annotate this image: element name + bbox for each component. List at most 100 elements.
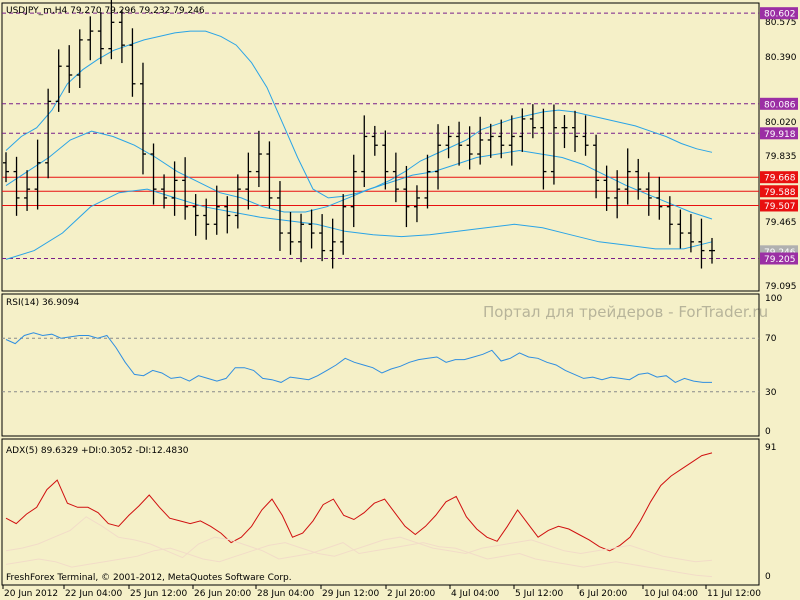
- price-label-text-7: 79.205: [764, 255, 796, 265]
- price-bar: [161, 174, 168, 209]
- copyright-text: FreshForex Terminal, © 2001-2012, MetaQu…: [6, 573, 292, 583]
- price-bar: [171, 161, 178, 216]
- price-bar: [550, 104, 557, 185]
- price-bar: [182, 157, 189, 220]
- x-tick-label: 25 Jun 12:00: [130, 589, 187, 599]
- price-label-text-1: 80.086: [764, 100, 796, 110]
- price-plot: [2, 0, 759, 269]
- adx-tick-label: 0: [765, 572, 771, 582]
- rsi-legend: RSI(14) 36.9094: [6, 298, 79, 308]
- x-tick-label: 6 Jul 20:00: [579, 589, 628, 599]
- price-bar: [319, 214, 326, 262]
- price-panel-frame: [1, 2, 760, 292]
- watermark-text: Портал для трейдеров - ForTrader.ru: [483, 303, 768, 321]
- price-bar: [677, 209, 684, 249]
- price-bar: [350, 154, 357, 228]
- price-bar: [139, 62, 146, 175]
- rsi-tick-label: 100: [765, 294, 782, 304]
- bollinger-line-2: [5, 188, 713, 260]
- adx-legend: ADX(5) 89.6329 +DI:0.3052 -DI:12.4830: [6, 446, 189, 456]
- price-bar: [392, 152, 399, 203]
- price-bar: [276, 181, 283, 251]
- price-bar: [340, 194, 347, 255]
- x-tick-label: 29 Jun 12:00: [322, 589, 379, 599]
- price-label-box-5: [760, 199, 798, 212]
- price-bar: [34, 139, 41, 210]
- axes: 80.57580.39080.02079.83579.46579.28079.0…: [2, 7, 798, 599]
- price-bar: [3, 152, 9, 183]
- price-bar: [666, 196, 673, 245]
- price-bar: [593, 134, 600, 199]
- price-bar: [213, 185, 220, 235]
- price-label-text-0: 80.602: [764, 10, 796, 20]
- price-tick-label: 80.020: [765, 118, 797, 128]
- price-bar: [224, 196, 231, 234]
- price-bar: [203, 198, 210, 240]
- price-bar: [382, 130, 389, 190]
- price-bar: [709, 237, 715, 264]
- price-bar: [298, 213, 305, 263]
- price-bar: [466, 126, 473, 170]
- x-tick-label: 11 Jul 12:00: [707, 589, 761, 599]
- price-bar: [87, 16, 94, 61]
- price-bar: [508, 115, 515, 166]
- price-bar: [656, 176, 663, 220]
- price-bar: [45, 88, 52, 179]
- rsi-panel-frame: [1, 293, 760, 437]
- price-tick-label: 79.465: [765, 218, 797, 228]
- price-bar: [192, 194, 199, 236]
- price-label-box-0: [760, 7, 798, 20]
- price-bar: [635, 158, 642, 200]
- price-bar: [129, 28, 136, 97]
- price-bar: [624, 148, 631, 205]
- price-label-text-3: 79.668: [764, 174, 796, 184]
- price-label-text-5: 79.507: [764, 202, 796, 212]
- x-tick-label: 20 Jun 2012: [4, 589, 58, 599]
- x-tick-label: 26 Jun 20:00: [194, 589, 251, 599]
- price-label-box-2: [760, 127, 798, 140]
- price-bar: [150, 143, 157, 205]
- price-bar: [540, 108, 547, 190]
- x-tick-label: 2 Jul 20:00: [387, 589, 436, 599]
- price-bar: [561, 115, 568, 149]
- rsi-line: [5, 332, 712, 383]
- price-bar: [361, 115, 368, 188]
- adx-line: [5, 452, 713, 552]
- price-bar: [413, 185, 420, 223]
- price-bar: [456, 121, 463, 166]
- adx-panel-frame: [1, 438, 760, 586]
- price-tick-label: 80.390: [765, 53, 797, 63]
- bollinger-line-0: [5, 30, 713, 199]
- price-bar: [519, 108, 526, 152]
- plus-di-line: [5, 516, 713, 578]
- price-label-box-4: [760, 185, 798, 198]
- price-bar: [529, 104, 536, 139]
- price-bar: [287, 211, 294, 255]
- price-bar: [66, 45, 73, 93]
- price-bar: [371, 125, 378, 156]
- rsi-tick-label: 0: [765, 427, 771, 437]
- price-bar: [487, 123, 494, 158]
- price-label-box-7: [760, 252, 798, 265]
- price-tick-label: 79.835: [765, 152, 797, 162]
- price-bar: [55, 49, 62, 112]
- price-bar: [687, 214, 694, 253]
- price-label-box-1: [760, 97, 798, 110]
- price-bar: [76, 29, 83, 88]
- price-bar: [582, 115, 589, 156]
- price-bar: [498, 119, 505, 159]
- x-tick-label: 28 Jun 04:00: [257, 589, 314, 599]
- price-bar: [572, 110, 579, 152]
- x-tick-label: 4 Jul 04:00: [451, 589, 500, 599]
- price-bar: [245, 152, 252, 210]
- rsi-tick-label: 70: [765, 334, 777, 344]
- price-tick-label: 79.095: [765, 282, 797, 292]
- price-bar: [614, 170, 621, 219]
- price-bar: [13, 156, 20, 216]
- price-bar: [108, 0, 115, 60]
- price-bar: [424, 154, 431, 209]
- price-bar: [445, 125, 452, 159]
- rsi-tick-label: 30: [765, 388, 777, 398]
- price-legend: USDJPY_m,H4 79.270 79.296 79.232 79.246: [6, 6, 205, 16]
